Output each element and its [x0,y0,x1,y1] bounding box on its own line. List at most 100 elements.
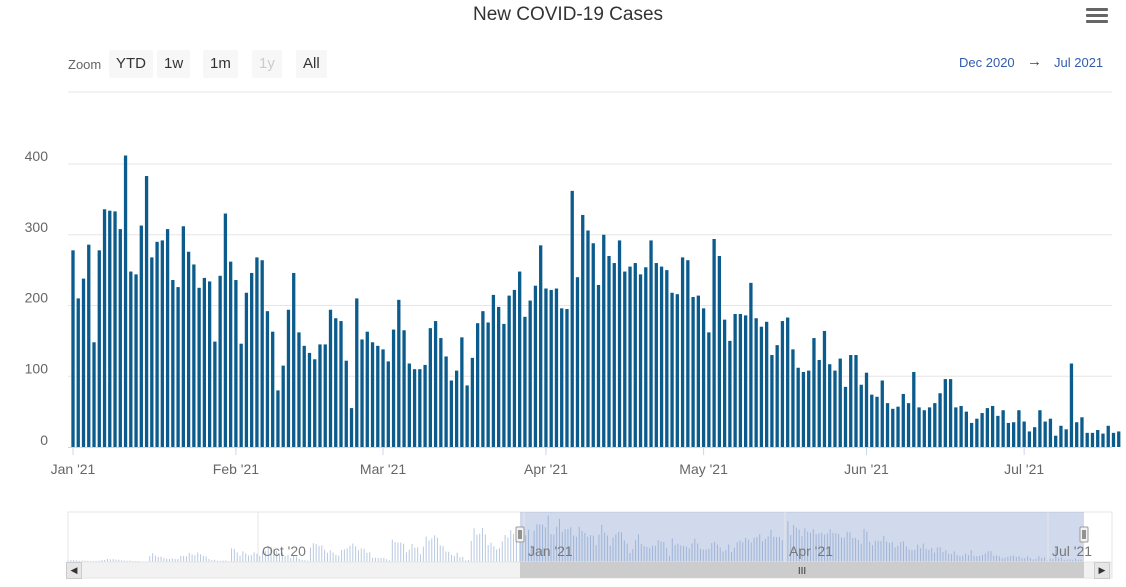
bar[interactable] [1080,417,1084,447]
bar[interactable] [207,281,212,447]
bar[interactable] [738,313,743,447]
bar[interactable] [586,230,590,448]
bar[interactable] [423,364,427,447]
bar[interactable] [828,364,832,447]
bar[interactable] [255,257,259,447]
bar[interactable] [954,407,958,447]
bar[interactable] [1085,432,1089,447]
bar[interactable] [533,285,538,447]
bar[interactable] [996,415,1000,447]
bar[interactable] [575,277,580,447]
bar[interactable] [97,250,101,447]
bar[interactable] [402,330,406,447]
bar[interactable] [638,274,643,447]
bar[interactable] [838,358,842,447]
bar[interactable] [812,338,816,447]
bar[interactable] [617,240,622,447]
bar[interactable] [544,288,548,447]
bar[interactable] [454,370,459,447]
bar[interactable] [307,352,312,447]
bar[interactable] [260,260,264,447]
bar[interactable] [733,313,737,447]
bar[interactable] [975,418,979,447]
bar[interactable] [391,329,396,447]
bar[interactable] [491,294,496,447]
bar[interactable] [885,403,890,447]
bar[interactable] [339,321,343,447]
bar[interactable] [239,343,243,447]
bar[interactable] [113,211,117,447]
bar[interactable] [596,284,601,447]
bar[interactable] [1096,430,1100,447]
bar[interactable] [297,332,301,447]
bar[interactable] [770,355,774,447]
bar[interactable] [433,321,438,447]
bar[interactable] [323,344,327,447]
bar[interactable] [581,214,585,447]
bar[interactable] [670,292,674,447]
navigator-left-handle[interactable] [515,526,525,543]
bar[interactable] [381,349,385,447]
bar[interactable] [386,361,390,447]
bar[interactable] [313,359,317,447]
bar[interactable] [864,372,869,447]
bar[interactable] [102,209,107,447]
bar[interactable] [213,341,217,447]
bar[interactable] [917,407,921,447]
bar[interactable] [302,345,306,447]
bar[interactable] [912,372,916,447]
bar[interactable] [722,319,727,447]
bar[interactable] [554,288,559,447]
bar[interactable] [1059,425,1063,447]
bar[interactable] [223,213,228,447]
bar[interactable] [791,349,795,447]
bar[interactable] [1054,435,1058,447]
bar[interactable] [765,321,769,447]
zoom-1m-button[interactable]: 1m [203,50,238,78]
bar[interactable] [1075,422,1079,447]
bar[interactable] [528,300,532,447]
bar[interactable] [959,405,963,447]
bar[interactable] [759,326,764,447]
bar[interactable] [549,289,553,447]
bar[interactable] [801,372,806,447]
bar[interactable] [707,332,711,447]
bar[interactable] [880,380,884,448]
bar[interactable] [1022,421,1026,447]
bar[interactable] [743,315,748,447]
bar[interactable] [691,297,695,447]
bar[interactable] [654,263,658,447]
menu-icon[interactable] [1086,8,1108,26]
zoom-all-button[interactable]: All [296,50,327,78]
bar[interactable] [1006,422,1011,447]
bar[interactable] [680,257,685,447]
bar[interactable] [523,316,527,447]
bar[interactable] [129,271,133,447]
bar[interactable] [1064,429,1068,447]
bar[interactable] [355,298,359,447]
bar[interactable] [150,257,154,447]
zoom-1w-button[interactable]: 1w [157,50,191,78]
bar[interactable] [360,339,364,447]
bar[interactable] [717,255,722,447]
bar[interactable] [444,356,448,447]
bar[interactable] [628,266,632,447]
bar[interactable] [969,422,974,447]
bar[interactable] [1106,425,1110,447]
bar[interactable] [418,369,422,447]
bar[interactable] [397,299,401,447]
bar[interactable] [749,282,753,447]
bar[interactable] [1111,432,1116,447]
bar[interactable] [192,264,196,447]
bar[interactable] [1001,410,1005,447]
scrollbar-thumb[interactable] [520,562,1084,578]
bar[interactable] [686,260,690,447]
bar[interactable] [218,275,222,447]
bar[interactable] [933,403,937,447]
bar[interactable] [328,309,333,447]
zoom-ytd-button[interactable]: YTD [109,50,153,78]
bar[interactable] [76,298,80,447]
bar[interactable] [507,295,511,447]
range-to-input[interactable]: Jul 2021 [1054,55,1104,70]
bar[interactable] [649,240,653,447]
